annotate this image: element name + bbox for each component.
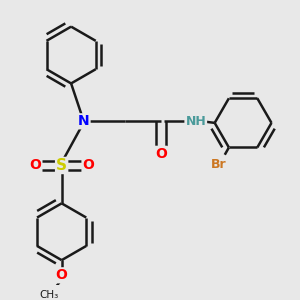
Text: N: N: [78, 114, 89, 128]
Text: O: O: [56, 268, 68, 282]
Text: Br: Br: [211, 158, 226, 171]
Text: O: O: [29, 158, 41, 172]
Text: NH: NH: [185, 115, 206, 128]
Text: CH₃: CH₃: [39, 290, 58, 300]
Text: O: O: [155, 147, 167, 161]
Text: O: O: [82, 158, 94, 172]
Text: S: S: [56, 158, 67, 173]
